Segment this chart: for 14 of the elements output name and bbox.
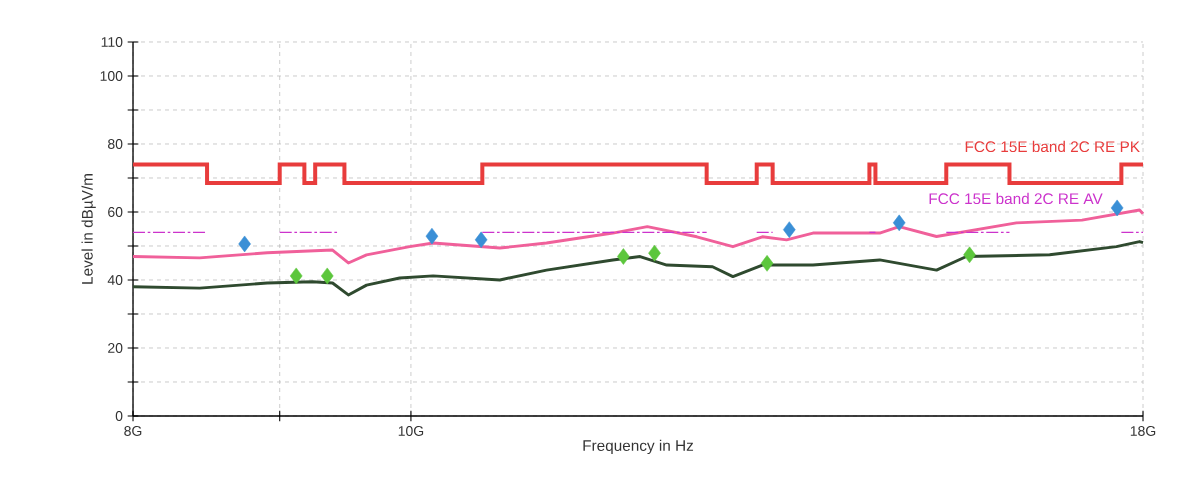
y-tick-label: 0: [115, 411, 123, 421]
y-tick-label: 40: [107, 275, 123, 285]
y-tick-label: 20: [108, 343, 123, 353]
y-tick-label: 60: [108, 207, 123, 217]
y-axis-title: Level in dBµV/m: [81, 174, 96, 284]
x-tick-label: 10G: [398, 426, 424, 436]
x-tick-label: 18G: [1130, 426, 1156, 436]
x-axis-title: Frequency in Hz: [583, 439, 694, 455]
series-label: FCC 15E band 2C RE PK: [965, 140, 1140, 153]
y-tick-label: 100: [100, 71, 123, 81]
y-tick-label: 110: [101, 37, 123, 47]
x-tick-label: 8G: [124, 426, 142, 436]
text: FCC 15E band 2C RE AV: [929, 192, 1103, 205]
y-tick-label: 80: [108, 139, 123, 149]
